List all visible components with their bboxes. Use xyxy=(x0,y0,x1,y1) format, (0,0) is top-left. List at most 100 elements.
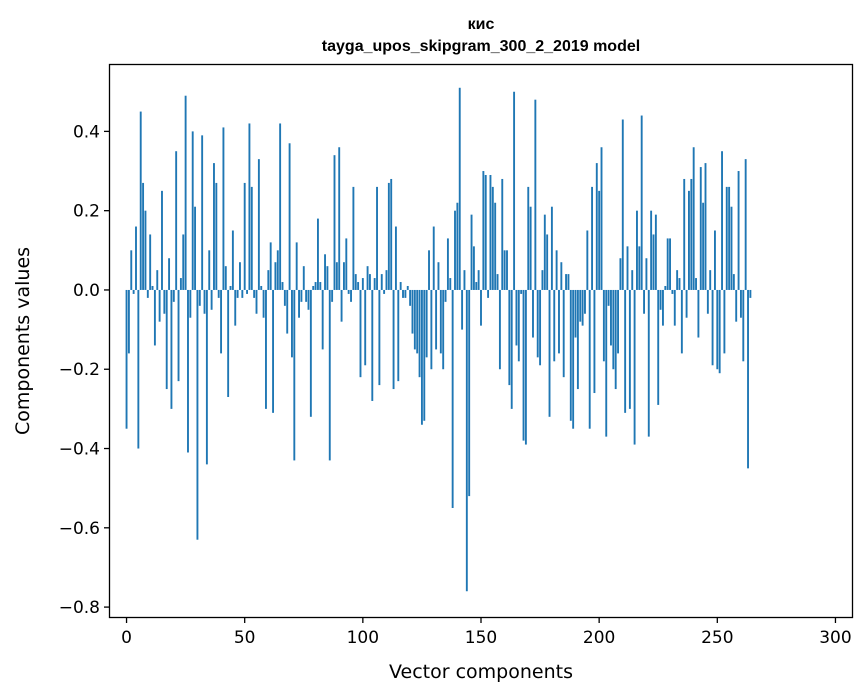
bar xyxy=(539,289,542,366)
bar xyxy=(506,250,508,290)
bar xyxy=(742,289,745,362)
bar xyxy=(354,274,357,290)
bar xyxy=(548,289,551,417)
bar xyxy=(170,289,173,409)
bar xyxy=(532,289,534,338)
bar xyxy=(685,289,688,318)
bar xyxy=(669,238,671,290)
bar xyxy=(638,246,641,290)
bar xyxy=(156,270,159,290)
bar xyxy=(659,289,662,310)
bar xyxy=(553,289,556,362)
bar xyxy=(265,289,267,409)
bar xyxy=(394,226,397,290)
bar xyxy=(680,289,683,354)
bar xyxy=(714,230,716,290)
bar xyxy=(413,289,416,350)
bar xyxy=(416,289,419,354)
bar xyxy=(463,270,466,290)
bar xyxy=(161,190,163,290)
bar xyxy=(591,186,594,290)
bar xyxy=(364,289,367,366)
bar xyxy=(508,289,511,386)
bar xyxy=(491,186,494,290)
bar xyxy=(446,238,449,290)
bar xyxy=(704,163,707,290)
bar xyxy=(127,289,130,354)
bar xyxy=(666,238,669,290)
bar xyxy=(699,167,702,290)
bar xyxy=(373,278,376,290)
bar xyxy=(411,289,414,334)
bar xyxy=(196,289,199,540)
chart-title: кис xyxy=(468,16,495,33)
bar xyxy=(142,182,145,290)
bar xyxy=(484,175,487,290)
bar xyxy=(295,242,298,290)
bar xyxy=(409,289,412,306)
bar xyxy=(425,289,428,358)
x-axis-ticks: 0 50 100 150 200 250 300 xyxy=(121,617,852,648)
bar xyxy=(607,289,610,306)
bar xyxy=(253,289,256,298)
bar xyxy=(335,262,338,290)
x-tick-label: 150 xyxy=(465,628,497,648)
bar xyxy=(182,234,185,290)
bar xyxy=(692,147,695,290)
bar xyxy=(598,190,601,290)
bar xyxy=(654,214,657,290)
bar xyxy=(406,285,409,290)
bar xyxy=(437,262,440,290)
x-axis-label: Vector components xyxy=(389,661,573,683)
bar xyxy=(454,210,456,290)
chart-subtitle: tayga_upos_skipgram_300_2_2019 model xyxy=(322,38,640,55)
bar xyxy=(338,147,341,290)
bar xyxy=(747,289,749,469)
bar xyxy=(165,289,168,390)
bar xyxy=(565,274,568,290)
bar xyxy=(189,289,192,318)
x-tick-label: 250 xyxy=(701,628,733,648)
bar xyxy=(706,289,709,314)
bar xyxy=(340,289,343,322)
bar xyxy=(392,289,395,390)
bar xyxy=(515,289,518,346)
bar xyxy=(255,289,258,314)
bar xyxy=(739,289,742,318)
bar xyxy=(640,115,643,290)
bar xyxy=(215,182,218,290)
bar xyxy=(376,186,378,290)
x-tick-label: 300 xyxy=(819,628,851,648)
bar xyxy=(718,289,721,374)
bar xyxy=(678,278,681,290)
bar xyxy=(135,226,137,290)
bar xyxy=(477,270,480,290)
bar xyxy=(203,289,206,314)
bar xyxy=(366,266,369,290)
bar xyxy=(610,289,612,346)
bar xyxy=(132,289,135,294)
bar xyxy=(576,289,579,390)
bar xyxy=(569,289,572,421)
bar xyxy=(222,127,225,290)
bar xyxy=(435,289,438,350)
bar xyxy=(487,289,490,298)
bar xyxy=(139,111,142,290)
bar xyxy=(236,289,239,298)
bar xyxy=(324,254,326,290)
bar xyxy=(470,214,473,290)
bar xyxy=(617,289,619,354)
bar xyxy=(588,289,591,429)
bar xyxy=(650,210,653,290)
bar xyxy=(279,123,282,290)
bar xyxy=(475,282,478,290)
bar xyxy=(130,250,133,290)
bar xyxy=(449,278,452,290)
bar xyxy=(695,278,697,290)
bar xyxy=(631,270,634,290)
bar xyxy=(387,182,390,290)
bar xyxy=(345,238,348,290)
bar xyxy=(510,289,513,409)
bar xyxy=(458,87,461,290)
bar xyxy=(151,285,154,290)
